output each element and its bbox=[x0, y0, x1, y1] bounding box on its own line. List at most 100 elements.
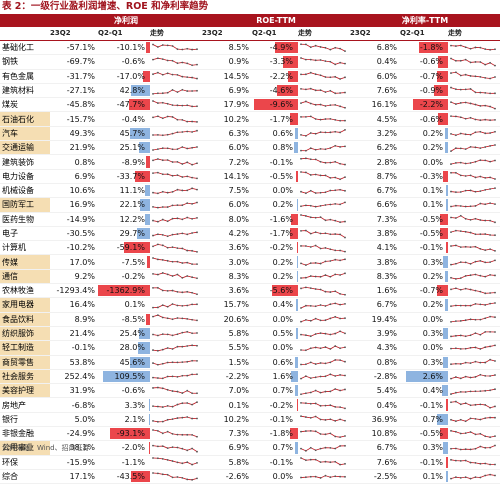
sparkline-point bbox=[475, 332, 477, 334]
net-margin-trend bbox=[448, 112, 500, 126]
sparkline-point bbox=[329, 447, 331, 449]
sparkline-point bbox=[470, 146, 472, 148]
sparkline-point bbox=[310, 174, 312, 176]
sparkline-point bbox=[310, 430, 312, 432]
sparkline-point bbox=[470, 205, 472, 207]
sparkline-line bbox=[153, 361, 197, 365]
change-bar bbox=[297, 399, 298, 410]
change-value: 0.0% bbox=[252, 184, 295, 197]
sparkline-point bbox=[196, 303, 198, 305]
sparkline-point bbox=[310, 189, 312, 191]
change-bar bbox=[295, 357, 298, 368]
net-margin-value: 10.8% bbox=[350, 427, 400, 441]
sparkline-point bbox=[465, 246, 467, 248]
sparkline-point bbox=[300, 476, 302, 478]
sparkline-point bbox=[191, 448, 193, 450]
sparkline-line bbox=[301, 88, 345, 93]
change-value: 2.6% bbox=[400, 370, 445, 383]
change-bar bbox=[446, 185, 448, 196]
sparkline-point bbox=[191, 218, 193, 220]
sparkline-point bbox=[191, 478, 193, 480]
sparkline-point bbox=[172, 334, 174, 336]
trend-sparkline bbox=[150, 185, 200, 197]
trend-sparkline bbox=[448, 328, 498, 340]
net-profit-trend bbox=[150, 469, 202, 483]
sparkline-point bbox=[162, 432, 164, 434]
sparkline-point bbox=[181, 262, 183, 264]
sparkline-point bbox=[455, 116, 457, 118]
change-value: 0.4% bbox=[400, 384, 445, 397]
change-value: -8.5% bbox=[98, 313, 147, 326]
sparkline-point bbox=[177, 346, 179, 348]
sparkline-point bbox=[196, 89, 198, 91]
sparkline-point bbox=[450, 44, 452, 46]
change-value: -1.1% bbox=[98, 456, 147, 469]
sparkline-point bbox=[494, 119, 496, 121]
net-profit-change: -17.0% bbox=[98, 69, 150, 83]
sparkline-point bbox=[315, 430, 317, 432]
sub-header: 走势 bbox=[298, 27, 350, 41]
sparkline-point bbox=[300, 88, 302, 90]
sparkline-point bbox=[196, 360, 198, 362]
trend-sparkline bbox=[150, 428, 200, 440]
roe-value: 0.1% bbox=[202, 398, 252, 412]
trend-sparkline bbox=[448, 356, 498, 368]
sparkline-point bbox=[334, 203, 336, 205]
sparkline-point bbox=[315, 89, 317, 91]
sparkline-line bbox=[451, 230, 495, 235]
sparkline-point bbox=[489, 78, 491, 80]
sparkline-point bbox=[334, 259, 336, 261]
table-row: 建筑材料-27.1%42.8%6.9%-4.6%7.6%-0.9% bbox=[0, 83, 500, 97]
sparkline-point bbox=[344, 303, 346, 305]
change-value: 25.1% bbox=[98, 141, 147, 154]
sparkline-point bbox=[325, 290, 327, 292]
sparkline-line bbox=[153, 288, 197, 294]
sparkline-point bbox=[450, 58, 452, 60]
change-value: -0.5% bbox=[400, 427, 445, 440]
sparkline-point bbox=[152, 333, 154, 335]
sparkline-point bbox=[455, 431, 457, 433]
sparkline-point bbox=[455, 135, 457, 137]
sparkline-point bbox=[489, 92, 491, 94]
change-value: 0.2% bbox=[400, 298, 445, 311]
sparkline-point bbox=[152, 420, 154, 422]
net-profit-trend bbox=[150, 69, 202, 83]
sparkline-point bbox=[162, 147, 164, 149]
trend-sparkline bbox=[298, 370, 348, 382]
sparkline-point bbox=[329, 476, 331, 478]
sparkline-point bbox=[489, 105, 491, 107]
roe-value: 6.9% bbox=[202, 83, 252, 97]
sparkline-point bbox=[157, 334, 159, 336]
sparkline-point bbox=[339, 318, 341, 320]
roe-change: -9.6% bbox=[252, 98, 298, 112]
sparkline-line bbox=[451, 173, 495, 179]
sparkline-point bbox=[494, 435, 496, 437]
net-margin-change: -0.1% bbox=[400, 455, 448, 469]
sparkline-point bbox=[181, 48, 183, 50]
sparkline-point bbox=[460, 133, 462, 135]
sparkline-point bbox=[196, 477, 198, 479]
sparkline-point bbox=[479, 159, 481, 161]
sparkline-point bbox=[305, 245, 307, 247]
sparkline-point bbox=[455, 363, 457, 365]
sparkline-point bbox=[465, 101, 467, 103]
sparkline-point bbox=[167, 306, 169, 308]
sparkline-point bbox=[177, 218, 179, 220]
sparkline-point bbox=[475, 177, 477, 179]
sparkline-point bbox=[344, 129, 346, 131]
sparkline-point bbox=[325, 105, 327, 107]
net-margin-value: 19.4% bbox=[350, 312, 400, 326]
sub-header: Q2-Q1 bbox=[252, 27, 298, 41]
sparkline-point bbox=[152, 307, 154, 309]
sparkline-point bbox=[320, 419, 322, 421]
sparkline-point bbox=[479, 147, 481, 149]
sparkline-point bbox=[305, 88, 307, 90]
net-profit-growth: 0.8% bbox=[50, 155, 98, 169]
sparkline-point bbox=[465, 230, 467, 232]
change-value: 0.0% bbox=[400, 156, 445, 169]
sparkline-point bbox=[325, 363, 327, 365]
change-value: 0.6% bbox=[252, 127, 295, 140]
sparkline-point bbox=[305, 286, 307, 288]
net-margin-value: 6.0% bbox=[350, 69, 400, 83]
roe-value: 6.0% bbox=[202, 141, 252, 155]
